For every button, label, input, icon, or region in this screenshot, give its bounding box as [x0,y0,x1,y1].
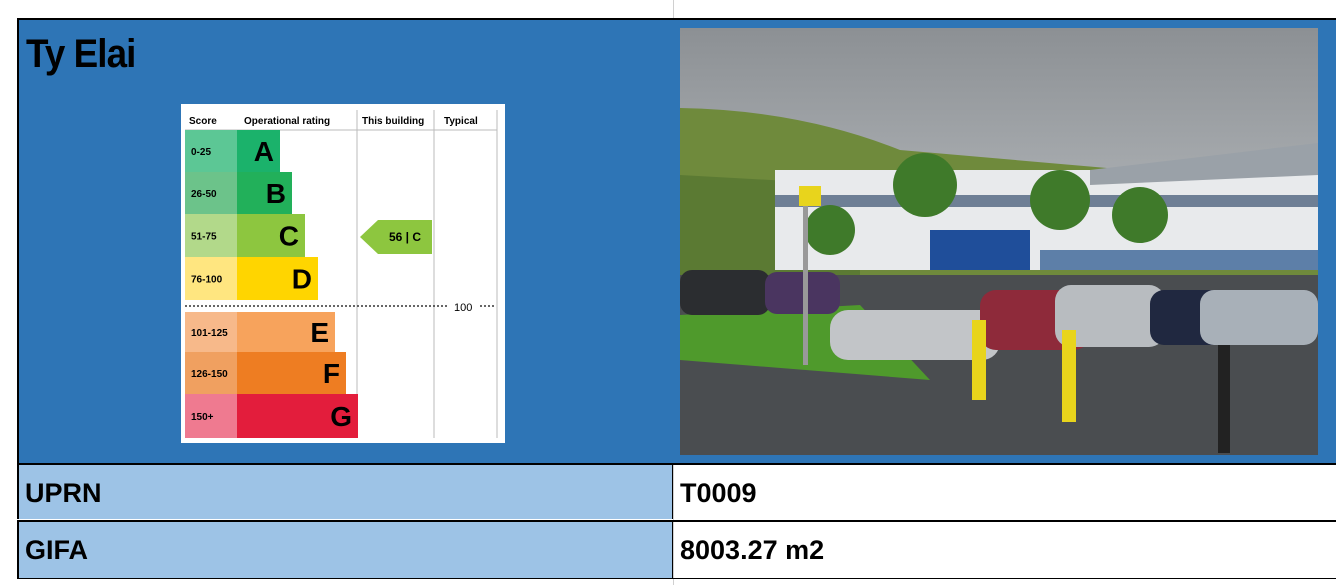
column-header: This building [362,116,424,127]
building-label: 56 | C [389,230,421,244]
row-value: 8003.27 m2 [674,522,1336,578]
threshold-label: 100 [454,302,472,314]
score-label: 126-150 [191,369,228,380]
column-header: Operational rating [244,116,330,127]
row-value: T0009 [674,465,1336,519]
table-row: GIFA 8003.27 m2 [17,520,1336,578]
score-label: 101-125 [191,328,228,339]
score-label: 26-50 [191,189,217,200]
page: {"header": {"title": "Ty Elai"}, "rating… [0,0,1336,585]
score-label: 0-25 [191,147,211,158]
score-label: 51-75 [191,232,217,243]
band-letter: A [254,136,274,167]
band-letter: D [292,264,312,295]
band-letter: F [323,358,340,389]
score-label: 150+ [191,412,214,423]
band-letter: B [266,178,286,209]
building-photo [680,28,1318,455]
band-letter: E [310,317,329,348]
table-row: UPRN T0009 [17,463,1336,519]
column-header: Typical [444,116,478,127]
column-header: Score [189,116,217,127]
score-label: 76-100 [191,275,223,286]
row-key: UPRN [17,465,673,519]
row-key: GIFA [17,522,673,578]
band-letter: G [330,401,352,432]
band-letter: C [279,221,299,252]
table-bottom-border [17,578,1336,579]
